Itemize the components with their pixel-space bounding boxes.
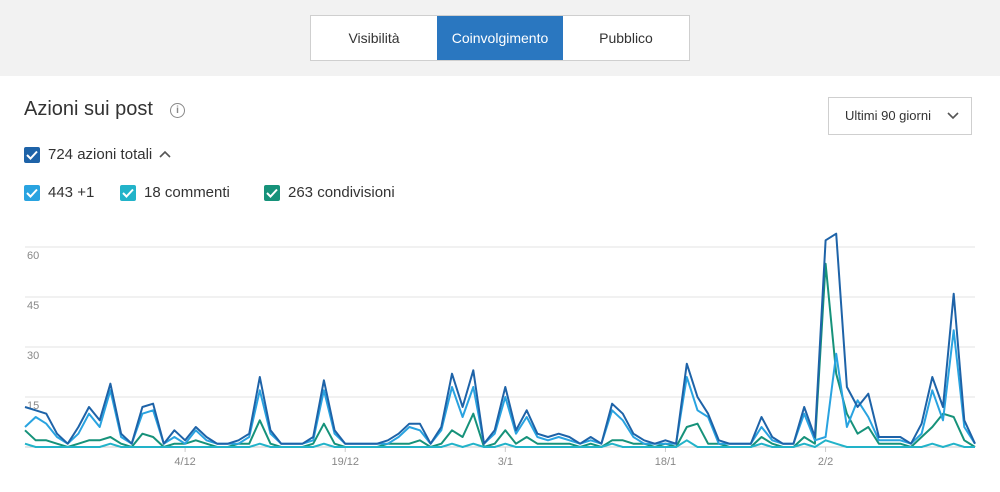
tab[interactable]: Pubblico	[599, 30, 653, 46]
chevron	[947, 112, 959, 120]
x-tick-label: 19/12	[331, 456, 359, 468]
legend-label: 724 azioni totali	[48, 146, 153, 163]
range-dropdown[interactable]: Ultimi 90 giorni	[828, 97, 972, 135]
checkbox	[24, 184, 40, 201]
checkbox	[120, 184, 136, 201]
x-tick-label: 2/2	[818, 456, 833, 468]
checkbox	[24, 146, 40, 163]
series-line	[24, 232, 976, 445]
legend-label: 263 condivisioni	[288, 184, 395, 201]
x-tick-label: 3/1	[498, 456, 513, 468]
panel-title: Azioni sui post	[24, 98, 153, 120]
range-label: Ultimi 90 giorni	[845, 108, 931, 123]
legend-checkbox[interactable]: 263 condivisioni	[264, 184, 395, 201]
legend-label: 443 +1	[48, 184, 95, 201]
tab[interactable]: Visibilità	[348, 30, 400, 46]
legend-checkbox[interactable]: 443 +1	[24, 184, 94, 201]
x-tick-label: 4/12	[174, 456, 195, 468]
series-line	[24, 262, 976, 448]
legend-checkbox[interactable]: 724 azioni totali	[24, 146, 172, 163]
info-icon[interactable]: i	[170, 103, 185, 118]
y-tick-label: 60	[27, 250, 39, 262]
tab-active[interactable]: Coinvolgimento	[437, 16, 563, 60]
series-line	[24, 329, 976, 445]
checkbox	[264, 184, 280, 201]
y-tick-label: 30	[27, 350, 39, 362]
legend-label: 18 commenti	[144, 184, 230, 201]
tab-bar: Visibilità Coinvolgimento Pubblico	[0, 0, 1000, 76]
legend-checkbox[interactable]: 18 commenti	[120, 184, 230, 201]
y-tick-label: 45	[27, 300, 39, 312]
y-tick-label: 15	[27, 400, 39, 412]
x-tick-label: 18/1	[655, 456, 676, 468]
collapse-icon	[159, 150, 171, 158]
series-line	[24, 439, 975, 448]
tabs: Visibilità Coinvolgimento Pubblico	[310, 15, 690, 61]
